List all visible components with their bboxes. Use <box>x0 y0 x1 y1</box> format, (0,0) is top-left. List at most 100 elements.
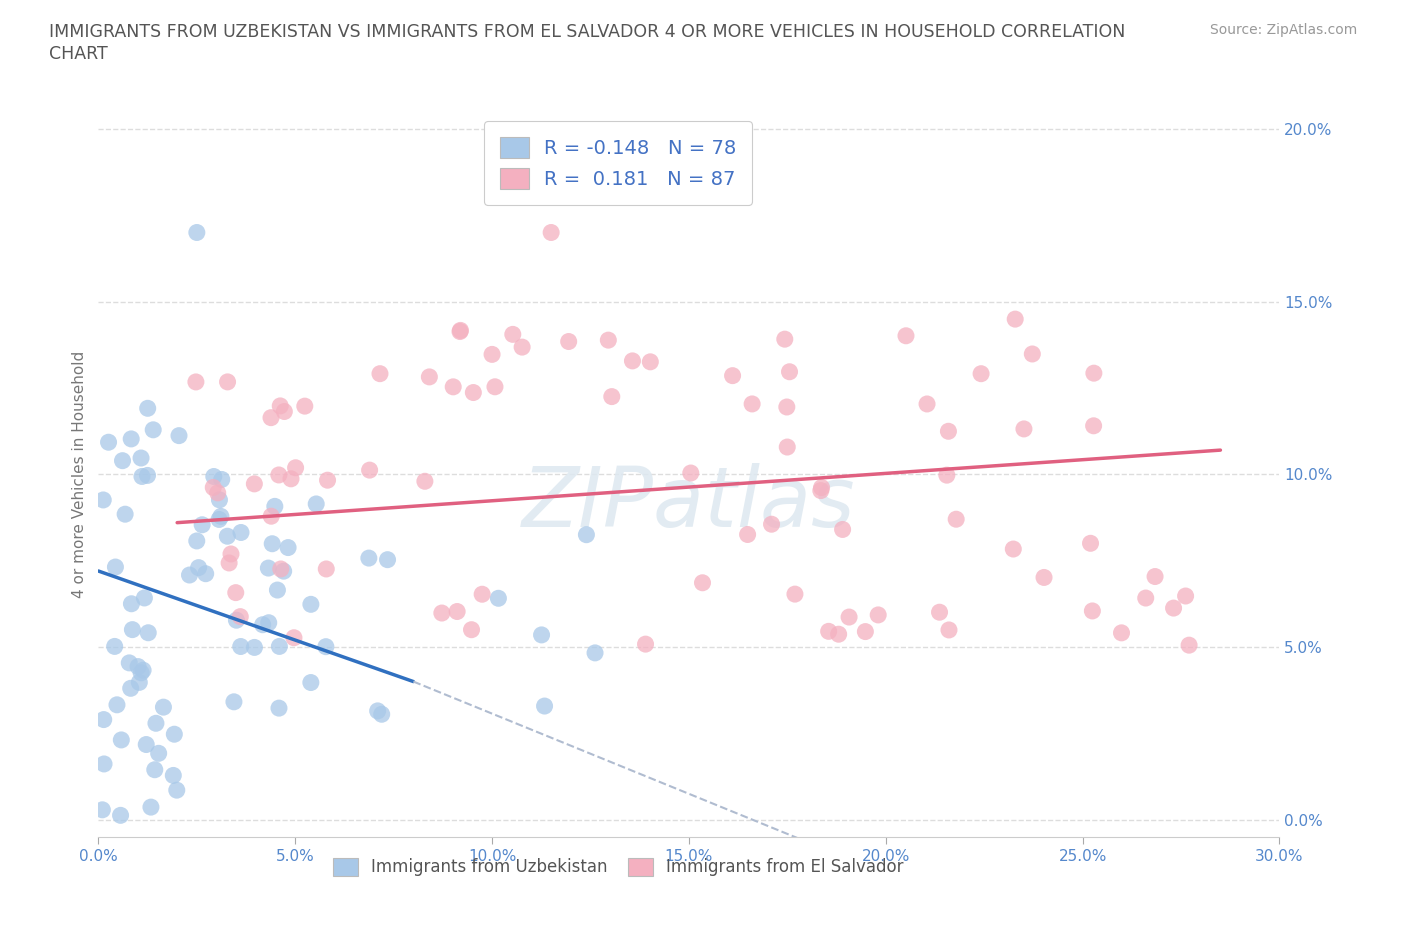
Point <box>853 624 876 639</box>
Point <box>114 507 136 522</box>
Text: IMMIGRANTS FROM UZBEKISTAN VS IMMIGRANTS FROM EL SALVADOR 4 OR MORE VEHICLES IN : IMMIGRANTS FROM UZBEKISTAN VS IMMIGRANTS… <box>49 23 1126 41</box>
Point <box>202 469 225 484</box>
Point <box>134 591 156 605</box>
Point <box>208 492 231 507</box>
Point <box>225 613 247 628</box>
Point <box>945 512 967 526</box>
Point <box>838 610 860 625</box>
Point <box>510 339 533 354</box>
Point <box>679 466 702 481</box>
Point <box>118 656 141 671</box>
Point <box>262 537 284 551</box>
Point <box>441 379 464 394</box>
Point <box>111 453 134 468</box>
Point <box>93 712 115 727</box>
Point <box>209 509 232 524</box>
Point <box>252 618 274 632</box>
Point <box>894 328 917 343</box>
Point <box>218 555 240 570</box>
Point <box>186 534 208 549</box>
Point <box>219 547 242 562</box>
Point <box>131 469 153 484</box>
Point <box>187 560 209 575</box>
Point <box>471 587 494 602</box>
Point <box>598 333 620 348</box>
Point <box>273 404 295 418</box>
Point <box>486 591 509 605</box>
Point <box>284 460 307 475</box>
Point <box>357 551 380 565</box>
Point <box>692 576 714 591</box>
Point <box>741 396 763 411</box>
Point <box>484 379 506 394</box>
Point <box>761 517 783 532</box>
Point <box>273 564 295 578</box>
Point <box>530 628 553 643</box>
Point <box>136 625 159 640</box>
Point <box>315 639 337 654</box>
Text: CHART: CHART <box>49 45 108 62</box>
Point <box>270 562 292 577</box>
Point <box>132 663 155 678</box>
Point <box>243 640 266 655</box>
Point <box>280 472 302 486</box>
Point <box>162 768 184 783</box>
Point <box>450 323 472 338</box>
Point <box>269 639 291 654</box>
Point <box>110 808 132 823</box>
Text: ZIPatlas: ZIPatlas <box>522 463 856 544</box>
Point <box>294 399 316 414</box>
Point <box>575 527 598 542</box>
Point <box>827 627 849 642</box>
Point <box>370 707 392 722</box>
Point <box>260 410 283 425</box>
Point <box>225 585 247 600</box>
Point <box>257 616 280 631</box>
Point <box>148 746 170 761</box>
Point <box>142 422 165 437</box>
Point <box>257 561 280 576</box>
Point <box>1021 347 1043 362</box>
Point <box>938 622 960 637</box>
Point <box>120 681 142 696</box>
Point <box>502 327 524 342</box>
Point <box>167 428 190 443</box>
Point <box>915 396 938 411</box>
Point <box>186 225 208 240</box>
Point <box>1083 418 1105 433</box>
Point <box>145 716 167 731</box>
Point <box>773 332 796 347</box>
Point <box>1111 625 1133 640</box>
Point <box>120 432 142 446</box>
Point <box>129 665 152 680</box>
Point <box>222 695 245 710</box>
Point <box>540 225 562 240</box>
Point <box>1163 601 1185 616</box>
Point <box>359 463 381 478</box>
Point <box>1033 570 1056 585</box>
Point <box>1144 569 1167 584</box>
Point <box>418 369 440 384</box>
Point <box>634 637 657 652</box>
Point <box>316 472 339 487</box>
Point <box>207 485 229 500</box>
Point <box>970 366 993 381</box>
Point <box>211 472 233 487</box>
Point <box>179 567 201 582</box>
Point <box>127 659 149 674</box>
Point <box>91 803 114 817</box>
Point <box>229 525 252 540</box>
Point <box>935 468 957 483</box>
Point <box>928 604 950 619</box>
Point <box>1178 638 1201 653</box>
Point <box>533 698 555 713</box>
Point <box>93 756 115 771</box>
Point <box>600 389 623 404</box>
Point <box>779 365 801 379</box>
Point <box>640 354 662 369</box>
Point <box>481 347 503 362</box>
Point <box>449 324 471 339</box>
Point <box>129 450 152 465</box>
Point <box>831 522 853 537</box>
Y-axis label: 4 or more Vehicles in Household: 4 or more Vehicles in Household <box>72 351 87 598</box>
